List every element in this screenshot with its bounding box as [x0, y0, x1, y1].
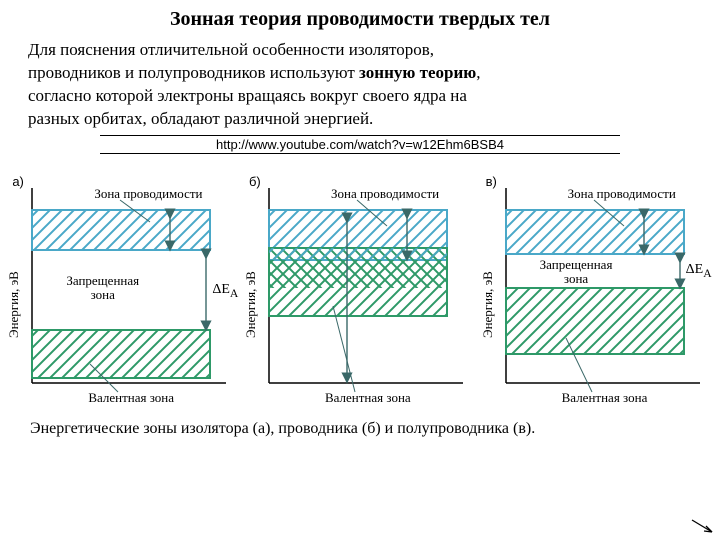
panel-svg-c [484, 178, 710, 408]
panel-semiconductor: в) Энергия, эВ Зона проводимости Запреще… [484, 178, 710, 408]
panel-svg-b [247, 178, 473, 408]
page-title: Зонная теория проводимости твердых тел [0, 0, 720, 35]
desc-line2b: зонную теорию [359, 63, 476, 82]
video-link[interactable]: http://www.youtube.com/watch?v=w12Ehm6BS… [100, 135, 620, 154]
desc-line2a: проводников и полупроводников используют [28, 63, 359, 82]
desc-line2c: , [476, 63, 480, 82]
panel-svg-a [10, 178, 236, 408]
desc-line3: согласно которой электроны вращаясь вокр… [28, 86, 467, 105]
desc-line4: разных орбитах, обладают различной энерг… [28, 109, 373, 128]
diagram-row: а) Энергия, эВ Зона проводимости Запреще… [0, 154, 720, 414]
description: Для пояснения отличительной особенности … [0, 35, 720, 133]
desc-line1: Для пояснения отличительной особенности … [28, 40, 434, 59]
caption: Энергетические зоны изолятора (а), прово… [0, 414, 720, 438]
corner-arrow-icon [688, 516, 718, 538]
panel-insulator: а) Энергия, эВ Зона проводимости Запреще… [10, 178, 236, 408]
panel-conductor: б) Энергия, эВ Зона проводимости Валентн… [247, 178, 473, 408]
